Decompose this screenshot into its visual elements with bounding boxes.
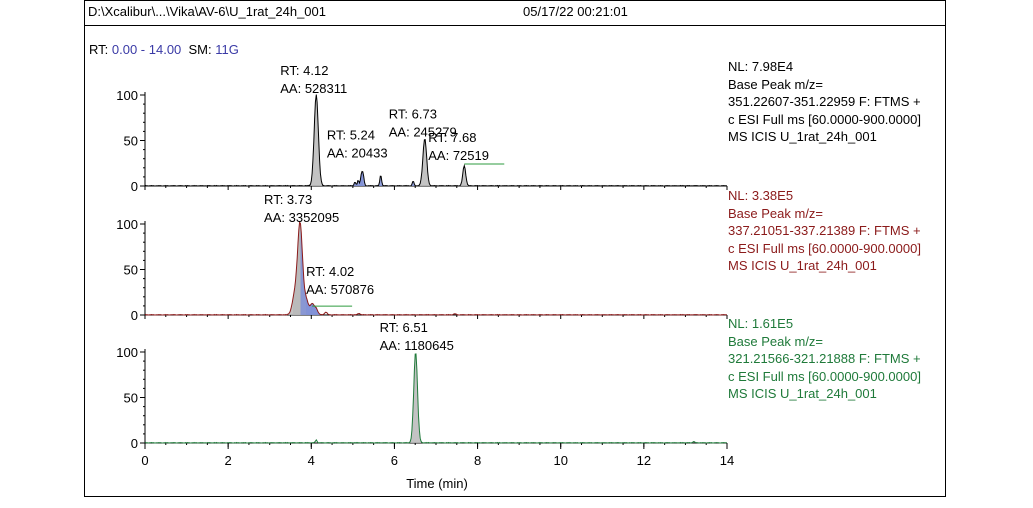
panel1-info: NL: 7.98E4 Base Peak m/z= 351.22607-351.… — [728, 58, 921, 146]
panel3-peak-aa-label: AA: 1180645 — [380, 338, 454, 353]
panel2-info: NL: 3.38E5 Base Peak m/z= 337.21051-337.… — [728, 187, 921, 275]
panel1-scan-filter: c ESI Full ms [60.0000-900.0000] — [728, 111, 921, 127]
panel2-base-peak: Base Peak m/z= — [728, 205, 824, 221]
panel2-y-tick-label: 100 — [116, 217, 138, 232]
panel2-peak-area — [311, 303, 322, 315]
panel2-peak-rt-label: RT: 3.73 — [264, 192, 312, 207]
panel3-nl: NL: 1.61E5 — [728, 316, 794, 331]
panel1-peak-area — [359, 171, 363, 186]
panel2-peak-rt-label: RT: 4.02 — [306, 264, 354, 279]
panel1-y-tick-label: 100 — [116, 88, 138, 103]
panel3-y-tick-label: 100 — [116, 345, 138, 360]
panel3-trace — [144, 353, 728, 444]
rt-range: 0.00 - 14.00 — [111, 42, 182, 57]
panel3-peak-rt-label: RT: 6.51 — [380, 320, 428, 335]
panel1-file: MS ICIS U_1rat_24h_001 — [728, 129, 877, 144]
x-tick-label: 6 — [391, 453, 398, 468]
rt-label: RT: — [89, 42, 109, 57]
panel1-peak-area — [310, 94, 323, 186]
x-tick-label: 14 — [720, 453, 734, 468]
panel2-trace — [144, 220, 728, 316]
panel1-peak-aa-label: AA: 528311 — [280, 81, 347, 96]
panel1-peak-rt-label: RT: 4.12 — [280, 63, 328, 78]
x-axis-title: Time (min) — [406, 476, 468, 491]
panel1-mz-range: 351.22607-351.22959 F: FTMS + — [728, 94, 921, 109]
chromatogram-frame — [84, 0, 946, 497]
panel1-nl: NL: 7.98E4 — [728, 59, 794, 74]
sm-label: SM: — [188, 42, 212, 57]
x-tick-label: 4 — [308, 453, 315, 468]
panel1-peak-area — [356, 180, 361, 186]
x-tick-label: 10 — [553, 453, 567, 468]
panel1-y-tick-label: 0 — [131, 179, 138, 194]
acquisition-datetime: 05/17/22 00:21:01 — [523, 4, 628, 19]
panel2-peak-area — [287, 222, 303, 315]
panel3-file: MS ICIS U_1rat_24h_001 — [728, 386, 877, 401]
panel1-peak-area — [378, 176, 383, 186]
panel2-y-tick-label: 0 — [131, 308, 138, 323]
panel1-y-tick-label: 50 — [124, 134, 138, 149]
panel1-peak-rt-label: RT: 7.68 — [428, 130, 476, 145]
x-tick-label: 0 — [141, 453, 148, 468]
x-tick-label: 2 — [225, 453, 232, 468]
panel3-y-tick-label: 50 — [124, 391, 138, 406]
x-tick-label: 8 — [474, 453, 481, 468]
sm-value: 11G — [215, 42, 239, 57]
panel2-scan-filter: c ESI Full ms [60.0000-900.0000] — [728, 240, 921, 256]
panel2-mz-range: 337.21051-337.21389 F: FTMS + — [728, 223, 921, 238]
panel1-peak-aa-label: AA: 245279 — [389, 125, 457, 140]
panel1-peak-rt-label: RT: 6.73 — [389, 107, 437, 122]
panel3-base-peak: Base Peak m/z= — [728, 333, 824, 349]
file-path: D:\Xcalibur\...\Vika\AV-6\U_1rat_24h_001 — [88, 4, 326, 19]
title-bar: D:\Xcalibur\...\Vika\AV-6\U_1rat_24h_001… — [84, 0, 946, 26]
panel2-peak-aa-label: AA: 570876 — [306, 282, 374, 297]
panel1-peak-aa-label: AA: 72519 — [428, 148, 489, 163]
panel2-y-tick-label: 50 — [124, 263, 138, 278]
x-tick-label: 12 — [637, 453, 651, 468]
panel3-mz-range: 321.21566-321.21888 F: FTMS + — [728, 351, 921, 366]
panel3-info: NL: 1.61E5 Base Peak m/z= 321.21566-321.… — [728, 315, 921, 403]
panel1-peak-aa-label: AA: 20433 — [327, 145, 388, 160]
panel3-y-tick-label: 0 — [131, 436, 138, 451]
panel2-peak-aa-label: AA: 3352095 — [264, 210, 339, 225]
panel1-peak-rt-label: RT: 5.24 — [327, 127, 375, 142]
panel2-nl: NL: 3.38E5 — [728, 188, 794, 203]
panel3-scan-filter: c ESI Full ms [60.0000-900.0000] — [728, 368, 921, 384]
panel2-file: MS ICIS U_1rat_24h_001 — [728, 258, 877, 273]
panel1-trace — [144, 94, 728, 187]
panel1-peak-area — [411, 181, 416, 186]
panel1-base-peak: Base Peak m/z= — [728, 76, 824, 92]
range-line: RT: 0.00 - 14.00 SM: 11G — [89, 42, 239, 57]
panel2-peak-area — [300, 223, 313, 315]
